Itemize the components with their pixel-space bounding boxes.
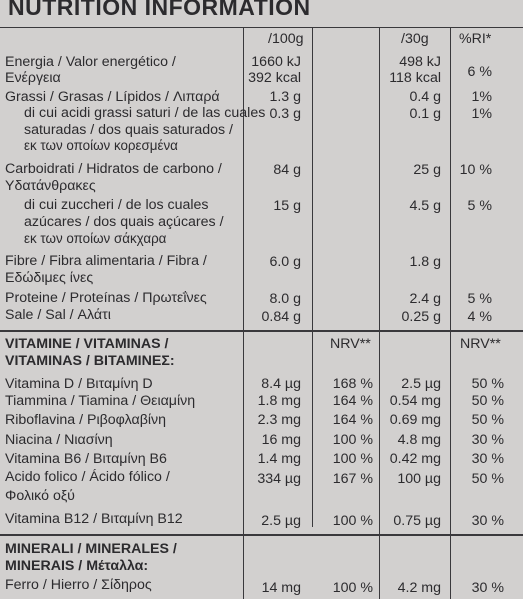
vitamin-nrv-100g: 168 % <box>332 376 373 392</box>
column-divider <box>379 27 380 599</box>
vitamin-label: Tiammina / Tiamina / Θειαμίνη <box>5 393 196 409</box>
row-divider <box>0 27 523 28</box>
vitamin-nrv-30g: 30 % <box>471 451 504 467</box>
vitamin-value-30g: 0.75 µg <box>393 513 441 529</box>
vitamin-label: Acido folico / Ácido fólico / <box>5 469 170 485</box>
minerals-heading: MINERAIS / Μέταλλα: <box>5 558 149 574</box>
nutrient-value-30g: 4.5 g <box>409 198 441 214</box>
vitamin-value-100g: 1.4 mg <box>257 451 301 467</box>
vitamin-nrv-30g: 30 % <box>471 513 504 529</box>
nutrient-value-30g: 0.4 g <box>409 89 441 105</box>
nutrient-label: di cui acidi grassi saturi / de las cual… <box>24 105 266 121</box>
nutrient-value-30g: 1.8 g <box>409 254 441 270</box>
nutrient-label: εκ των οποίων σάκχαρα <box>24 231 167 246</box>
nutrient-ri: 5 % <box>467 198 492 214</box>
nutrient-value-100g: 392 kcal <box>248 70 301 86</box>
mineral-nrv-100g: 100 % <box>332 580 373 596</box>
nutrient-value-100g: 15 g <box>273 198 301 214</box>
nutrient-value-30g: 0.1 g <box>409 106 441 122</box>
nutrient-ri: 6 % <box>467 64 492 80</box>
mineral-label: Ferro / Hierro / Σίδηρος <box>5 577 152 593</box>
nutrient-label: Εδώδιμες ίνες <box>5 270 94 286</box>
mineral-nrv-30g: 30 % <box>471 580 504 596</box>
nutrient-label: εκ των οποίων κορεσμένα <box>24 138 178 153</box>
nutrient-label: Carboidrati / Hidratos de carbono / <box>5 161 222 177</box>
nutrient-value-100g: 84 g <box>273 162 301 178</box>
vitamin-nrv-30g: 50 % <box>471 412 504 428</box>
header-per-30g: /30g <box>401 31 429 47</box>
vitamin-value-100g: 1.8 mg <box>257 393 301 409</box>
section-divider <box>0 534 523 536</box>
vitamin-value-30g: 100 µg <box>397 471 441 487</box>
vitamin-label: Niacina / Νιασίνη <box>5 432 113 448</box>
vitamin-nrv-30g: 50 % <box>471 376 504 392</box>
nutrient-label: di cui zuccheri / de los cuales <box>24 197 209 213</box>
nutrient-label: Fibre / Fibra alimentaria / Fibra / <box>5 253 207 269</box>
vitamin-label: Riboflavina / Ριβοφλαβίνη <box>5 412 166 428</box>
nutrient-ri: 5 % <box>467 291 492 307</box>
nutrient-value-30g: 118 kcal <box>389 70 441 86</box>
vitamin-value-30g: 4.8 mg <box>397 432 441 448</box>
header-ri: %RI* <box>459 31 492 47</box>
column-divider <box>243 27 244 599</box>
nutrient-label: Ενέργεια <box>5 70 61 86</box>
minerals-heading: MINERALI / MINERALES / <box>5 541 177 557</box>
nutrient-value-100g: 6.0 g <box>269 254 301 270</box>
vitamin-value-30g: 2.5 µg <box>401 376 441 392</box>
vitamin-label: Vitamina B6 / Βιταμίνη B6 <box>5 451 167 467</box>
nutrient-value-30g: 0.25 g <box>401 309 441 325</box>
vitamin-nrv-100g: 164 % <box>332 412 373 428</box>
vitamin-label: Φολικό οξύ <box>5 488 75 504</box>
mineral-value-100g: 14 mg <box>261 580 301 596</box>
vitamin-label: Vitamina B12 / Βιταμίνη B12 <box>5 511 183 527</box>
header-nrv-30g: NRV** <box>460 336 501 352</box>
nutrient-value-30g: 25 g <box>413 162 441 178</box>
vitamin-label: Vitamina D / Βιταμίνη D <box>5 376 153 392</box>
vitamin-nrv-30g: 50 % <box>471 393 504 409</box>
vitamin-value-30g: 0.54 mg <box>389 393 441 409</box>
nutrient-label: azúcares / dos quais açúcares / <box>24 214 224 230</box>
vitamin-value-100g: 16 mg <box>261 432 301 448</box>
nutrient-ri: 1% <box>471 106 492 122</box>
column-divider <box>450 27 451 599</box>
header-nrv-100g: NRV** <box>330 336 371 352</box>
vitamin-value-100g: 2.3 mg <box>257 412 301 428</box>
nutrient-value-100g: 0.84 g <box>261 309 301 325</box>
vitamin-nrv-100g: 167 % <box>332 471 373 487</box>
nutrient-value-100g: 0.3 g <box>269 106 301 122</box>
nutrient-value-100g: 1660 kJ <box>251 54 301 70</box>
vitamin-nrv-100g: 164 % <box>332 393 373 409</box>
nutrient-value-100g: 8.0 g <box>269 291 301 307</box>
vitamins-heading: VITAMINE / VITAMINAS / <box>5 336 169 352</box>
vitamin-nrv-100g: 100 % <box>332 513 373 529</box>
mineral-value-30g: 4.2 mg <box>397 580 441 596</box>
column-divider <box>312 27 313 527</box>
vitamin-value-100g: 334 µg <box>257 471 301 487</box>
nutrient-value-100g: 1.3 g <box>269 89 301 105</box>
section-divider <box>0 330 523 332</box>
vitamins-heading: VITAMINAS / ΒΙΤΑΜΙΝΕΣ: <box>5 353 175 369</box>
nutrient-ri: 4 % <box>467 309 492 325</box>
nutrient-label: Grassi / Grasas / Lípidos / Λιπαρά <box>5 89 220 105</box>
header-per-100g: /100g <box>268 31 304 47</box>
nutrient-label: saturadas / dos quais saturados / <box>24 122 233 138</box>
vitamin-value-100g: 8.4 µg <box>261 376 301 392</box>
vitamin-value-30g: 0.69 mg <box>389 412 441 428</box>
vitamin-value-100g: 2.5 µg <box>261 513 301 529</box>
nutrient-value-30g: 2.4 g <box>409 291 441 307</box>
nutrient-ri: 1% <box>471 89 492 105</box>
nutrient-ri: 10 % <box>459 162 492 178</box>
nutrient-label: Proteine / Proteínas / Πρωτεΐνες <box>5 290 207 306</box>
nutrient-value-30g: 498 kJ <box>399 54 441 70</box>
vitamin-nrv-100g: 100 % <box>332 432 373 448</box>
vitamin-nrv-30g: 30 % <box>471 432 504 448</box>
vitamin-nrv-30g: 50 % <box>471 471 504 487</box>
nutrient-label: Energia / Valor energético / <box>5 54 176 70</box>
page-title: NUTRITION INFORMATION <box>8 0 311 20</box>
nutrient-label: Sale / Sal / Αλάτι <box>5 307 111 323</box>
vitamin-nrv-100g: 100 % <box>332 451 373 467</box>
nutrient-label: Υδατάνθρακες <box>5 178 96 194</box>
vitamin-value-30g: 0.42 mg <box>389 451 441 467</box>
